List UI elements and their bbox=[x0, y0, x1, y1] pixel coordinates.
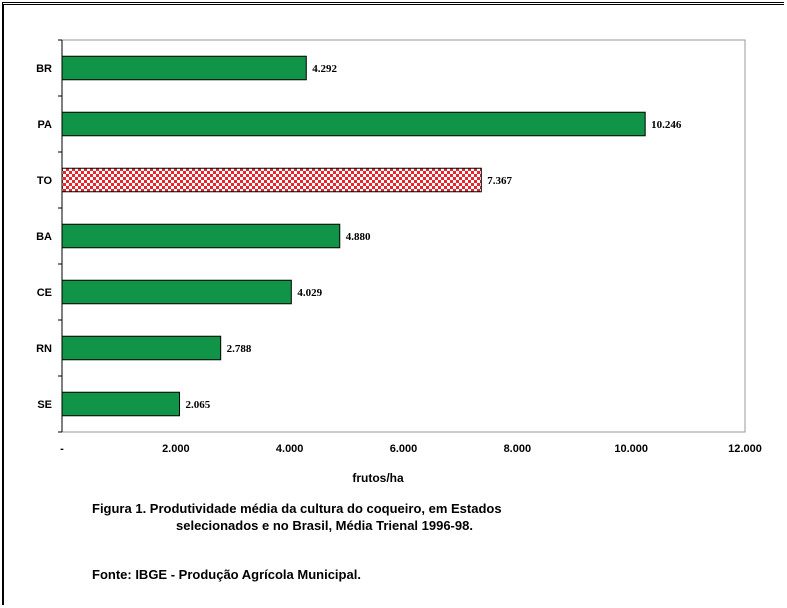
x-tick-label: 4.000 bbox=[276, 443, 304, 455]
category-label-rn: RN bbox=[36, 343, 52, 355]
category-label-pa: PA bbox=[38, 119, 53, 131]
x-tick-label: 12.000 bbox=[728, 443, 762, 455]
x-tick-label: 10.000 bbox=[614, 443, 648, 455]
data-label-se: 2.065 bbox=[186, 399, 211, 411]
data-label-ba: 4.880 bbox=[346, 231, 371, 243]
bar-ce bbox=[61, 279, 292, 305]
data-label-ce: 4.029 bbox=[297, 287, 322, 299]
x-tick-label: 6.000 bbox=[390, 443, 418, 455]
figure-caption: Figura 1. Produtividade média da cultura… bbox=[92, 500, 502, 534]
x-axis-label: frutos/ha bbox=[352, 471, 404, 485]
bar-br bbox=[61, 55, 307, 81]
source-note: Fonte: IBGE - Produção Agrícola Municipa… bbox=[92, 567, 361, 582]
category-label-br: BR bbox=[36, 63, 52, 75]
data-label-to: 7.367 bbox=[487, 175, 512, 187]
bar-se bbox=[61, 391, 181, 417]
bar-ba bbox=[61, 223, 341, 249]
caption-line-2: selecionados e no Brasil, Média Trienal … bbox=[176, 518, 473, 533]
data-label-pa: 10.246 bbox=[651, 119, 682, 131]
data-label-rn: 2.788 bbox=[227, 343, 252, 355]
bar-pa bbox=[61, 111, 646, 137]
x-tick-label: 8.000 bbox=[504, 443, 532, 455]
category-label-ce: CE bbox=[37, 287, 52, 299]
caption-line-1: Figura 1. Produtividade média da cultura… bbox=[92, 501, 502, 516]
bar-rn bbox=[61, 335, 222, 361]
category-label-se: SE bbox=[37, 399, 52, 411]
bar-to bbox=[61, 167, 482, 193]
x-tick-label: 2.000 bbox=[162, 443, 190, 455]
data-label-br: 4.292 bbox=[312, 63, 337, 75]
category-label-ba: BA bbox=[36, 231, 52, 243]
category-label-to: TO bbox=[37, 175, 53, 187]
x-tick-label: - bbox=[60, 443, 64, 455]
